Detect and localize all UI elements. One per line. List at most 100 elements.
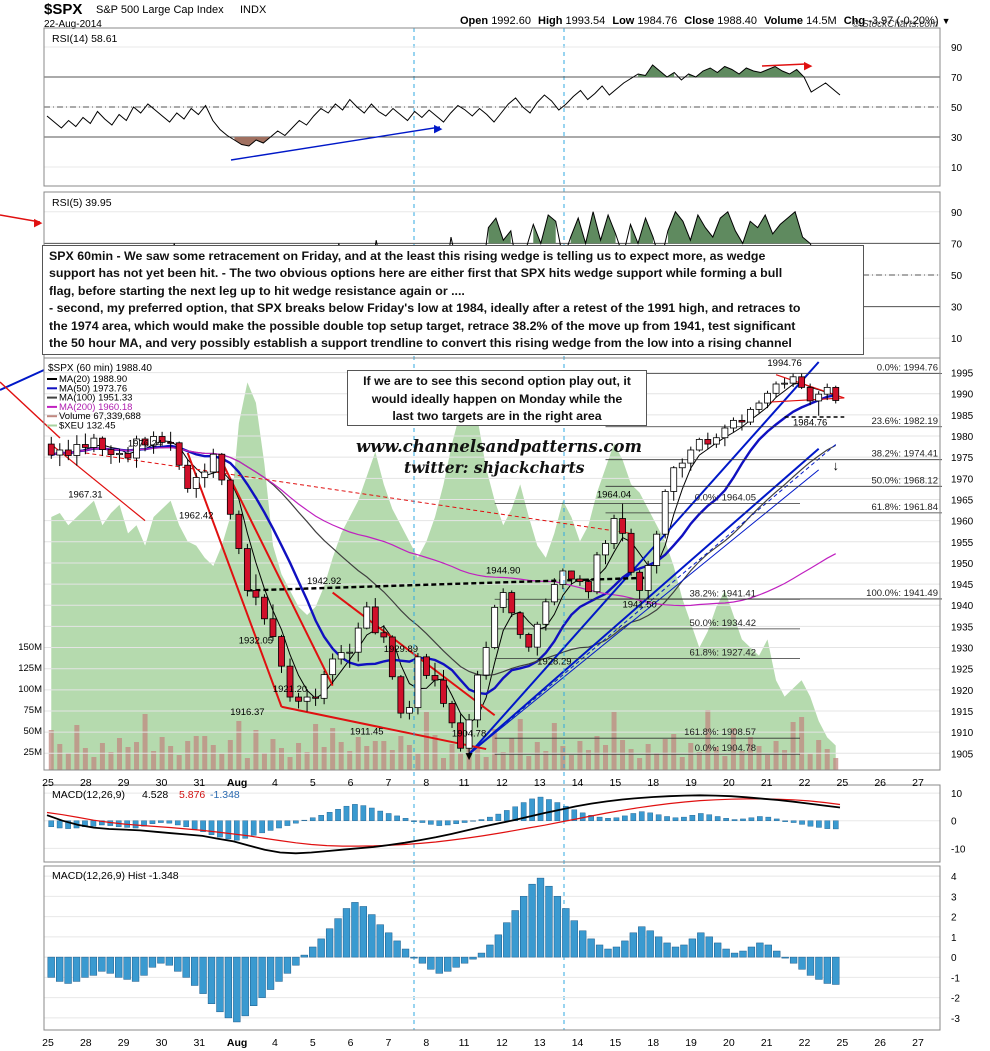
hist-bar <box>56 956 64 982</box>
candle-body <box>64 449 72 456</box>
candle-body <box>644 565 652 591</box>
macd-inner-bar <box>748 817 755 821</box>
chg-dropdown-icon[interactable]: ▼ <box>941 16 951 26</box>
close-label: Close <box>684 15 715 27</box>
hist-bar <box>528 883 536 958</box>
price-y-tick: 1915 <box>951 707 974 718</box>
hist-bar <box>503 922 511 958</box>
low-value: 1984.76 <box>637 15 678 27</box>
volume-bar <box>321 747 327 770</box>
hist-bar <box>325 928 334 958</box>
volume-bar <box>483 757 489 770</box>
volume-bar <box>458 753 464 770</box>
volume-bar <box>48 730 54 770</box>
x-axis-label-mid: 18 <box>647 777 659 789</box>
hist-bar <box>688 938 697 958</box>
price-y-tick: 1975 <box>951 453 974 464</box>
x-axis-label-bottom: 7 <box>386 1037 392 1049</box>
main-annotation-line: flag, before starting the next leg up to… <box>49 283 465 298</box>
macd-inner-bar <box>166 820 173 824</box>
volume-label: Volume <box>764 15 804 27</box>
volume-bar <box>688 743 694 770</box>
candle-body <box>772 383 780 394</box>
hist-bar <box>385 932 393 958</box>
volume-bar <box>534 742 540 770</box>
hist-bar <box>747 946 756 958</box>
candle-body <box>516 612 524 635</box>
volume-bar <box>765 755 771 770</box>
candle-body <box>559 570 567 585</box>
macd-inner-bar <box>773 818 780 821</box>
candle-body <box>755 402 763 410</box>
rsi14-y-tick: 70 <box>951 73 963 84</box>
macd-inner-bar <box>158 820 164 823</box>
hist-bar <box>81 956 89 978</box>
volume-bar <box>739 751 745 770</box>
macd-inner-bar <box>630 813 637 821</box>
legend-entry: MA(100) 1951.33 <box>59 393 132 404</box>
candle-body <box>542 601 550 625</box>
hist-y-tick: -3 <box>951 1014 960 1025</box>
red-down-line-1 <box>186 452 283 708</box>
macd-inner-bar <box>487 816 493 821</box>
rsi5-red-arrow-icon: ▶ <box>34 217 43 229</box>
volume-bar <box>730 728 736 770</box>
x-axis-label-mid: 21 <box>761 777 773 789</box>
candle-body <box>405 707 413 714</box>
macd-inner-bar <box>276 820 282 829</box>
candle-body <box>695 439 703 451</box>
candle-body <box>678 462 686 469</box>
hist-bar <box>570 920 578 958</box>
candle-body <box>491 606 499 648</box>
macd-inner-bar <box>318 815 324 821</box>
rsi14-overbought-fill <box>638 65 675 77</box>
candle-body <box>423 656 430 676</box>
macd-inner-bar <box>99 820 105 826</box>
macd-panel-frame <box>43 784 941 863</box>
volume-bar <box>57 744 63 770</box>
rsi14-y-tick: 30 <box>951 133 963 144</box>
candle-body <box>150 436 157 446</box>
candle-body <box>815 393 823 402</box>
left-blue-line <box>0 369 45 391</box>
hist-bar <box>401 948 410 958</box>
macd-inner-bar <box>790 820 797 823</box>
hist-bar <box>629 932 637 958</box>
volume-bar <box>441 758 446 770</box>
volume-bar <box>304 752 310 770</box>
hist-bar <box>697 932 705 958</box>
x-axis-label-bottom: 30 <box>156 1037 168 1049</box>
volume-bar <box>551 723 557 770</box>
hist-bar <box>452 956 460 968</box>
volume-bar <box>227 740 233 770</box>
candle-body <box>610 518 618 544</box>
x-axis-label-bottom: 15 <box>610 1037 622 1049</box>
hist-bar <box>266 956 275 990</box>
hist-bar <box>460 956 469 964</box>
candle-body <box>124 452 132 459</box>
candle-body <box>747 408 754 423</box>
x-axis-label-mid: 22 <box>799 777 811 789</box>
macd-inner-bar <box>301 819 308 821</box>
fib-upper-label: 38.2%: 1974.41 <box>871 449 938 460</box>
rsi14-oversold-fill <box>234 137 271 146</box>
candle-body <box>832 386 840 401</box>
hist-bar <box>89 956 98 976</box>
macd-inner-bar <box>588 815 594 821</box>
rsi-divergence-red-line <box>761 63 807 67</box>
second-annotation-line: If we are to see this second option play… <box>363 374 631 388</box>
x-axis-label-mid: 5 <box>310 777 316 789</box>
price-y-tick: 1980 <box>951 432 974 443</box>
volume-tick: 25M <box>24 747 43 758</box>
volume-bar <box>236 721 242 770</box>
volume-bar <box>585 750 591 770</box>
volume-bar <box>338 742 344 770</box>
rsi5-y-tick: 10 <box>951 334 963 345</box>
hist-bar <box>680 944 688 958</box>
candle-body <box>371 606 379 634</box>
hist-bar <box>773 950 781 958</box>
candle-body <box>286 665 294 698</box>
hist-bar <box>494 934 502 958</box>
macd-inner-bar <box>698 813 704 821</box>
volume-bar <box>176 755 182 770</box>
